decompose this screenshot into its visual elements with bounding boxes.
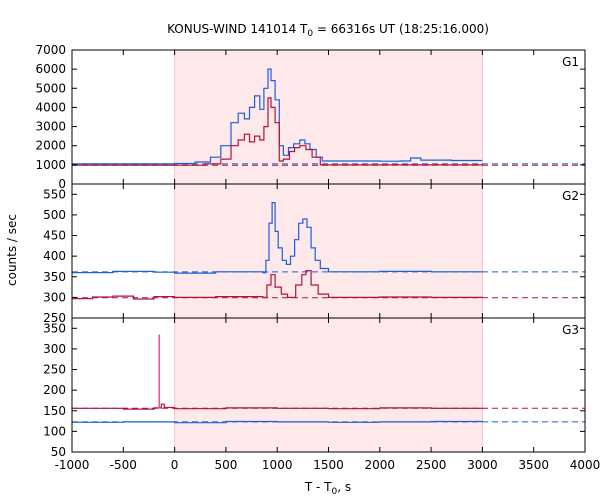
y-tick-label: 300 (43, 342, 66, 356)
x-tick-label: 3000 (467, 458, 498, 472)
x-tick-label: 1000 (262, 458, 293, 472)
y-tick-label: 150 (43, 404, 66, 418)
x-axis-label: T - T0, s (304, 480, 351, 497)
y-tick-label: 350 (43, 270, 66, 284)
x-tick-label: 1500 (313, 458, 344, 472)
y-tick-label: 200 (43, 383, 66, 397)
x-tick-label: 4000 (570, 458, 600, 472)
y-tick-label: 550 (43, 187, 66, 201)
y-axis-label: counts / sec (5, 214, 19, 286)
x-tick-label: 0 (171, 458, 179, 472)
panel-label: G1 (562, 55, 579, 69)
panel-label: G2 (562, 189, 579, 203)
series-blue (72, 202, 483, 274)
series-red (72, 97, 483, 166)
x-tick-label: 500 (214, 458, 237, 472)
series-blue (72, 68, 483, 165)
x-tick-label: -1000 (55, 458, 90, 472)
panel-g3: 50 100 150 200 250 300 350 G3 (43, 317, 586, 459)
y-tick-label: 4000 (35, 100, 66, 114)
y-tick-label: 1000 (35, 158, 66, 172)
shaded-interval (174, 50, 483, 184)
y-tick-label: 350 (43, 321, 66, 335)
y-tick-label: 3000 (35, 120, 66, 134)
y-tick-label: 6000 (35, 62, 66, 76)
x-tick-label: 3500 (518, 458, 549, 472)
y-tick-label: 450 (43, 229, 66, 243)
y-tick-label: 5000 (35, 81, 66, 95)
y-tick-label: 100 (43, 424, 66, 438)
panel-label: G3 (562, 323, 579, 337)
x-tick-label: -500 (110, 458, 137, 472)
y-tick-label: 0 (58, 177, 66, 191)
series-red (72, 270, 483, 300)
y-tick-label: 500 (43, 208, 66, 222)
y-tick-label: 250 (43, 311, 66, 325)
x-tick-label: 2500 (416, 458, 447, 472)
shaded-interval (174, 318, 483, 452)
y-tick-label: 300 (43, 290, 66, 304)
series-red (72, 403, 483, 410)
panel-g2: 250 300 350 400 450 500 550 G2 (43, 183, 586, 325)
y-tick-label: 7000 (35, 43, 66, 57)
x-tick-label: 2000 (365, 458, 396, 472)
series-blue (72, 420, 483, 424)
y-tick-label: 50 (51, 445, 66, 459)
y-tick-label: 2000 (35, 139, 66, 153)
y-tick-label: 400 (43, 249, 66, 263)
chart-title: KONUS-WIND 141014 T0 = 66316s UT (18:25:… (167, 22, 489, 39)
y-tick-label: 250 (43, 363, 66, 377)
panel-g1: 0 1000 2000 3000 4000 5000 6000 7000 G1 (35, 43, 586, 191)
